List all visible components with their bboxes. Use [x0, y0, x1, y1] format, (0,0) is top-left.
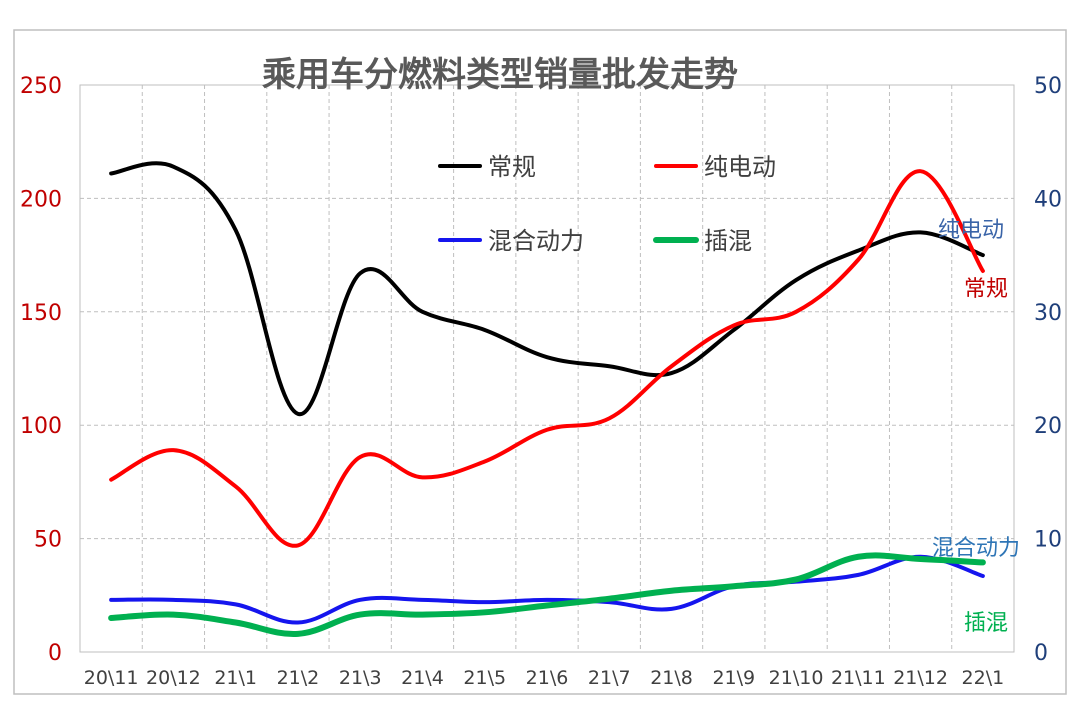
- right-axis-tick-label: 30: [1034, 301, 1062, 326]
- x-axis-tick-label: 21\12: [893, 667, 948, 689]
- chart-title: 乘用车分燃料类型销量批发走势: [262, 55, 738, 95]
- x-axis-tick-label: 22\1: [962, 667, 1005, 689]
- left-axis-tick-label: 150: [20, 301, 62, 326]
- legend-label: 纯电动: [704, 153, 776, 181]
- annotation-label: 混合动力: [932, 536, 1020, 561]
- x-axis-tick-label: 21\4: [401, 667, 444, 689]
- legend-label: 混合动力: [488, 227, 584, 255]
- left-axis-tick-label: 50: [34, 528, 62, 553]
- x-axis-tick-label: 21\10: [769, 667, 824, 689]
- annotation-label: 插混: [964, 611, 1008, 636]
- right-axis-tick-label: 50: [1034, 74, 1062, 99]
- plot-area: [79, 84, 1015, 653]
- left-axis-tick-label: 250: [20, 74, 62, 99]
- legend-label: 常规: [488, 153, 536, 181]
- annotation-label: 常规: [964, 277, 1008, 302]
- series-line-3: [109, 554, 985, 625]
- right-axis-tick-label: 40: [1034, 187, 1062, 212]
- x-axis-tick-label: 21\2: [277, 667, 320, 689]
- axes: 0 50 100 150 200 250 0 10 20 30 40 50 20\11 20\12 21\1…: [20, 74, 1062, 689]
- right-axis-tick-label: 0: [1034, 641, 1048, 666]
- chart-border: [13, 29, 1067, 695]
- legend-label: 插混: [704, 227, 752, 255]
- x-axis-tick-label: 21\11: [831, 667, 886, 689]
- left-axis-tick-label: 0: [48, 641, 62, 666]
- x-axis-tick-label: 21\8: [650, 667, 693, 689]
- series-line-2: [109, 169, 985, 548]
- left-axis-tick-label: 200: [20, 187, 62, 212]
- x-axis-tick-label: 21\9: [712, 667, 755, 689]
- x-axis-tick-label: 21\7: [588, 667, 631, 689]
- x-axis-tick-label: 21\1: [214, 667, 257, 689]
- x-axis-tick-label: 20\12: [146, 667, 201, 689]
- series-line-4: [108, 552, 986, 637]
- x-axis-tick-label: 21\3: [339, 667, 382, 689]
- x-axis-tick-label: 20\11: [84, 667, 139, 689]
- x-axis-tick-label: 21\6: [526, 667, 569, 689]
- left-axis-tick-label: 100: [20, 414, 62, 439]
- x-axis-tick-label: 21\5: [463, 667, 506, 689]
- right-axis-tick-label: 20: [1034, 414, 1062, 439]
- annotation-label: 纯电动: [938, 218, 1004, 243]
- right-axis-tick-label: 10: [1034, 528, 1062, 553]
- series: [108, 161, 986, 637]
- series-line-1: [109, 161, 985, 416]
